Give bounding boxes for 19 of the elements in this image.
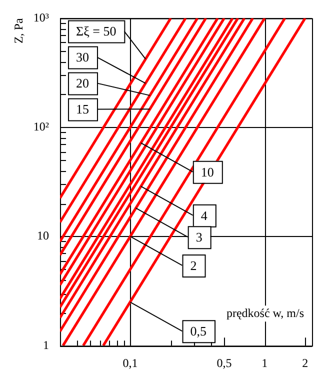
y-tick-label: 1 — [43, 338, 49, 352]
x-tick-label: 0,5 — [216, 356, 232, 370]
y-tick-label: 10² — [33, 119, 50, 134]
annotation: 15 — [76, 102, 89, 117]
y-tick-label: 10 — [37, 228, 49, 243]
y-axis-title: Z, Pa — [11, 18, 26, 44]
x-tick-label: 0,1 — [122, 356, 138, 370]
annotation: 30 — [76, 50, 89, 65]
x-tick-label: 1 — [262, 356, 268, 370]
annotation: 2 — [190, 258, 197, 273]
y-tick-label: 10³ — [33, 10, 50, 24]
annotation: 0,5 — [190, 324, 207, 339]
annotation: 10 — [200, 164, 214, 180]
x-tick-label: 2 — [302, 356, 308, 370]
x-axis-title: prędkość w, m/s — [226, 306, 304, 320]
annotation: 3 — [196, 230, 202, 245]
annotation: 4 — [200, 208, 208, 223]
annotation: Σξ = 50 — [76, 24, 116, 39]
annotation: 20 — [76, 76, 89, 91]
